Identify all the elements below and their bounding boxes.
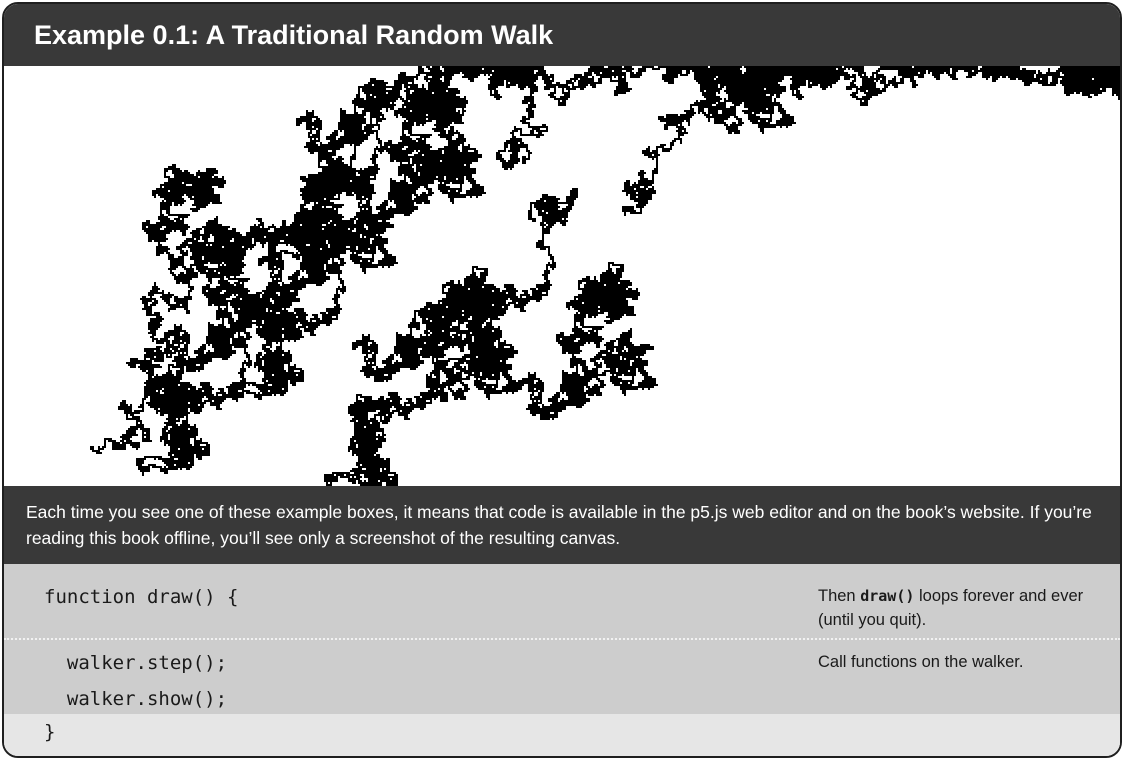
code-line-walker-step: walker.step();	[44, 652, 228, 674]
note-text: Then	[818, 587, 861, 605]
code-line-walker-show: walker.show();	[44, 688, 228, 710]
code-line-closing-brace: }	[44, 721, 56, 743]
example-title: Example 0.1: A Traditional Random Walk	[4, 4, 1120, 66]
code-note-draw-loop: Then draw() loops forever and ever (unti…	[818, 584, 1108, 632]
divider	[4, 638, 1120, 640]
code-row-2: walker.step(); walker.show(); Call funct…	[4, 640, 1120, 714]
code-row-3: }	[4, 714, 1120, 756]
random-walk-drawing	[90, 66, 1120, 486]
code-line-function-draw: function draw() {	[44, 586, 239, 608]
code-note-walker-functions: Call functions on the walker.	[818, 653, 1024, 671]
random-walk-path	[90, 66, 1120, 486]
note-code: draw()	[860, 587, 915, 605]
code-row-1: function draw() { Then draw() loops fore…	[4, 564, 1120, 638]
code-listing: function draw() { Then draw() loops fore…	[4, 564, 1120, 756]
note-text: loops forever and ever (until you quit).	[818, 587, 1084, 629]
example-caption: Each time you see one of these example b…	[4, 486, 1120, 564]
random-walk-canvas	[4, 66, 1120, 486]
